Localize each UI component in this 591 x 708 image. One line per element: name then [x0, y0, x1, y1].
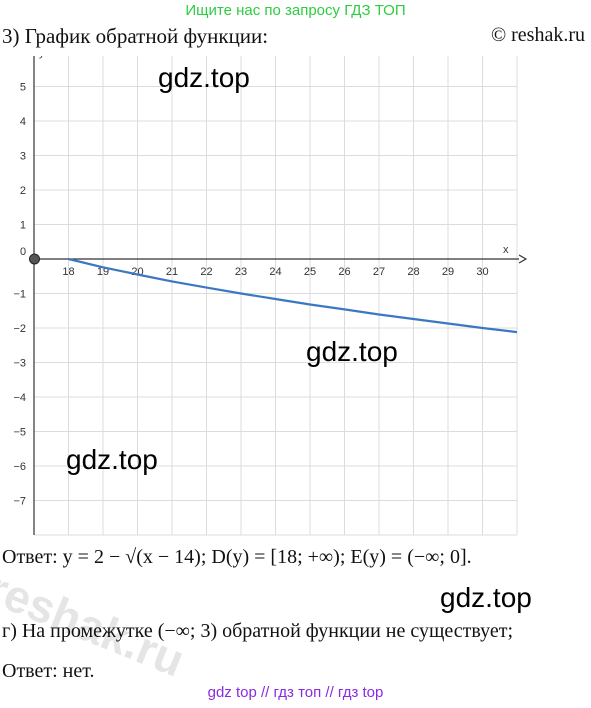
y-tick-label: −6 — [13, 461, 26, 473]
inverse-function-curve — [68, 257, 518, 334]
x-axis-arrow — [518, 254, 528, 264]
x-tick-label: 24 — [269, 266, 281, 278]
x-tick-label: 18 — [62, 266, 74, 278]
inverse-function-graph: xy01819202122232425262728293054321−1−2−3… — [13, 56, 528, 536]
y-tick-label: −4 — [13, 392, 26, 404]
x-tick-label: 25 — [304, 266, 316, 278]
x-tick-label: 27 — [373, 266, 385, 278]
footer-links: gdz top // гдз топ // гдз top — [207, 684, 384, 701]
search-banner: Ищите нас по запросу ГДЗ ТОП — [185, 2, 406, 19]
section-heading: 3) График обратной функции: — [2, 24, 269, 48]
series-line — [68, 257, 518, 334]
x-tick-label: 21 — [166, 266, 178, 278]
watermark-left: gdz.top — [66, 444, 158, 475]
y-tick-label: −5 — [13, 427, 26, 439]
watermark-bottom: gdz.top — [440, 582, 532, 613]
part-g-statement: г) На промежутке (−∞; 3) обратной функци… — [2, 620, 514, 642]
copyright-label: © reshak.ru — [490, 24, 585, 46]
tick-labels: xy01819202122232425262728293054321−1−2−3… — [13, 56, 509, 508]
start-point — [29, 253, 40, 265]
y-axis-label: y — [39, 56, 45, 59]
x-tick-label: 30 — [476, 266, 488, 278]
y-tick-label: 3 — [20, 151, 26, 163]
origin-label: 0 — [20, 246, 26, 258]
y-tick-label: −2 — [13, 323, 26, 335]
part-g-answer: Ответ: нет. — [2, 660, 95, 682]
y-tick-label: −1 — [13, 289, 26, 301]
y-tick-label: 2 — [20, 185, 26, 197]
watermark-middle: gdz.top — [306, 336, 398, 367]
x-tick-label: 28 — [407, 266, 419, 278]
grid — [33, 56, 518, 536]
y-tick-label: −3 — [13, 358, 26, 370]
answer-line: Ответ: y = 2 − √(x − 14); D(y) = [18; +∞… — [2, 546, 472, 568]
x-tick-label: 29 — [442, 266, 454, 278]
y-tick-label: 1 — [20, 220, 26, 232]
x-tick-label: 22 — [200, 266, 212, 278]
axes — [33, 56, 528, 535]
y-tick-label: 4 — [20, 116, 26, 128]
watermark-top: gdz.top — [158, 62, 250, 93]
y-tick-label: −7 — [13, 496, 26, 508]
x-tick-label: 26 — [338, 266, 350, 278]
marked-points — [29, 253, 40, 265]
x-axis-label: x — [503, 244, 509, 256]
y-tick-label: 5 — [20, 82, 26, 94]
x-tick-label: 23 — [235, 266, 247, 278]
